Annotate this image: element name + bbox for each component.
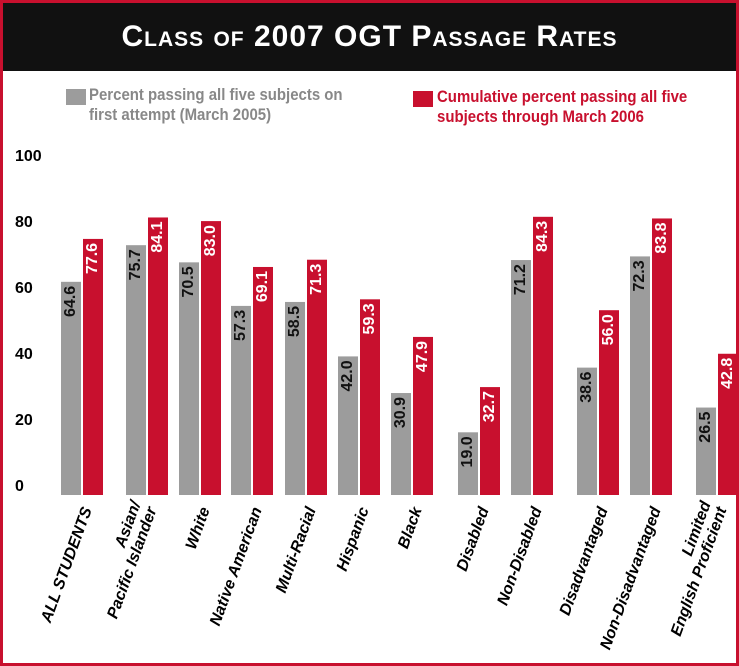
x-tick-label: LimitedEnglish Proficient (652, 498, 731, 639)
value-label: 30.9 (392, 397, 409, 428)
x-tick-label: Disadvantaged (557, 504, 612, 618)
bar (307, 259, 327, 495)
bar (480, 387, 500, 495)
bar (413, 336, 433, 495)
x-tick-label: Non-Disadvantaged (597, 504, 665, 652)
x-tick-label: Native American (207, 505, 266, 628)
bar (201, 221, 221, 495)
bar (231, 305, 251, 495)
value-label: 69.1 (254, 271, 271, 302)
x-tick-label: White (183, 505, 214, 552)
legend-entry: Percent passing all five subjects on fir… (89, 85, 343, 124)
bar (533, 216, 553, 495)
x-tick-label: Disabled (454, 504, 493, 574)
x-tick-label: Multi-Racial (273, 504, 320, 595)
value-label: 75.7 (127, 249, 144, 280)
bar (696, 407, 716, 495)
bar (126, 245, 146, 495)
bar (61, 281, 81, 495)
legend-swatch (66, 89, 86, 105)
bar (577, 367, 597, 495)
value-label: 57.3 (232, 310, 249, 341)
bar (458, 432, 478, 495)
legend-swatch (413, 91, 433, 107)
legend-entry: Cumulative percent passing all five subj… (437, 87, 688, 126)
chart-title: Class of 2007 OGT Passage Rates (3, 3, 736, 71)
value-label: 58.5 (286, 306, 303, 337)
value-label: 47.9 (414, 341, 431, 372)
value-label: 19.0 (459, 436, 476, 467)
value-label: 84.1 (149, 221, 166, 252)
value-label: 84.3 (534, 221, 551, 252)
value-label: 71.3 (308, 264, 325, 295)
bar (599, 310, 619, 495)
value-label: 83.0 (202, 225, 219, 256)
bar (360, 299, 380, 495)
value-label: 70.5 (180, 266, 197, 297)
bar (391, 393, 411, 495)
value-label: 72.3 (631, 260, 648, 291)
x-tick-label: ALL STUDENTS (38, 505, 96, 626)
bar (630, 256, 650, 495)
y-tick-label: 0 (15, 478, 24, 495)
value-label: 42.0 (339, 360, 356, 391)
bar (253, 266, 273, 495)
value-label: 59.3 (361, 303, 378, 334)
bar (179, 262, 199, 495)
y-tick-label: 60 (15, 280, 33, 297)
x-tick-label: Black (395, 504, 426, 551)
value-label: 71.2 (512, 264, 529, 295)
value-label: 32.7 (481, 391, 498, 422)
x-tick-label: Non-Disabled (494, 504, 546, 608)
value-label: 38.6 (578, 372, 595, 403)
bar (285, 301, 305, 495)
bar (83, 238, 103, 496)
value-label: 77.6 (84, 243, 101, 274)
value-label: 83.8 (653, 222, 670, 253)
y-tick-label: 40 (15, 346, 33, 363)
bar (652, 218, 672, 495)
x-tick-label: Hispanic (334, 505, 373, 574)
x-tick-label: Asian/Pacific Islander (89, 498, 162, 621)
value-label: 56.0 (600, 314, 617, 345)
value-label: 26.5 (697, 411, 714, 442)
plot: 0 20 40 60 80 100 64.6 77.6 ALL STUDENTS 75.7 84.1… (15, 148, 736, 652)
y-tick-label: 100 (15, 148, 42, 165)
y-tick-label: 20 (15, 412, 33, 429)
value-label: 64.6 (62, 286, 79, 317)
bar (718, 353, 736, 495)
bar (511, 260, 531, 495)
bar (148, 217, 168, 495)
y-tick-label: 80 (15, 214, 33, 231)
value-label: 42.8 (719, 358, 736, 389)
bar (338, 356, 358, 495)
